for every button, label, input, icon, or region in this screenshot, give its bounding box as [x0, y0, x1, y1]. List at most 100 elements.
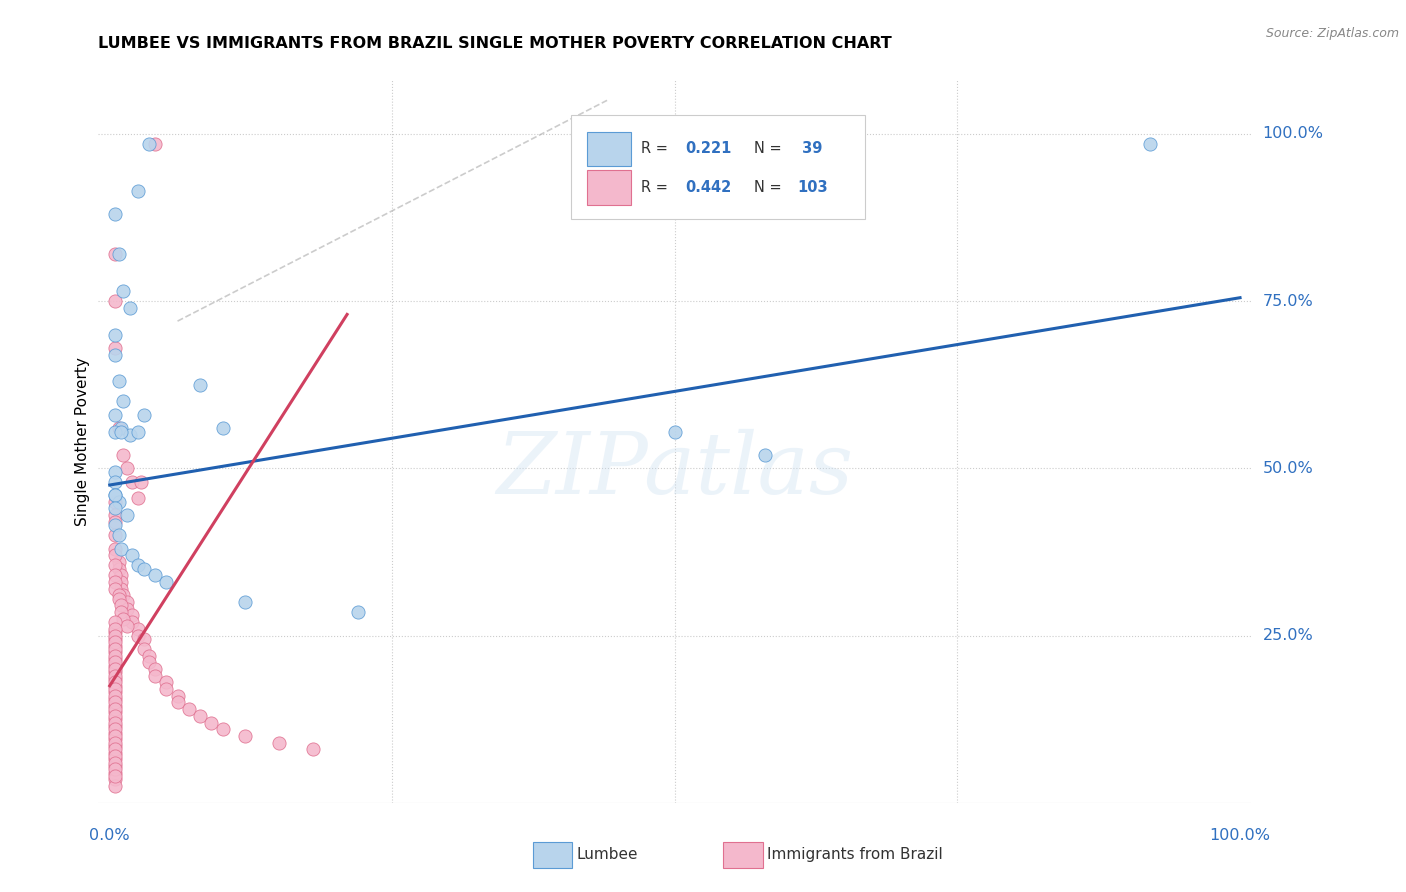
Point	[127, 491, 149, 506]
Point	[112, 284, 135, 298]
Point	[127, 628, 149, 642]
Point	[112, 394, 135, 409]
Point	[120, 301, 142, 315]
Point	[104, 639, 127, 653]
Point	[104, 756, 127, 770]
Point	[104, 528, 127, 542]
Point	[104, 625, 127, 640]
Point	[138, 655, 160, 669]
Point	[107, 375, 129, 389]
Point	[115, 602, 138, 616]
Point	[127, 558, 149, 573]
Point	[120, 427, 142, 442]
Point	[121, 615, 143, 630]
Point	[166, 696, 188, 710]
Point	[269, 735, 291, 749]
Text: 75.0%: 75.0%	[1263, 293, 1313, 309]
Point	[104, 645, 127, 659]
Point	[104, 742, 127, 756]
Point	[132, 408, 155, 422]
Point	[110, 582, 132, 596]
Text: Lumbee: Lumbee	[576, 847, 638, 863]
Text: Source: ZipAtlas.com: Source: ZipAtlas.com	[1265, 27, 1399, 40]
Point	[131, 475, 153, 489]
Text: 50.0%: 50.0%	[1263, 461, 1313, 475]
Point	[104, 327, 127, 342]
Point	[188, 377, 211, 392]
Point	[104, 665, 127, 680]
Point	[104, 348, 127, 362]
Point	[104, 712, 127, 726]
Point	[235, 729, 257, 743]
Point	[104, 207, 127, 221]
Text: 103: 103	[797, 179, 828, 194]
Point	[104, 475, 127, 489]
Point	[104, 494, 127, 508]
Point	[664, 425, 686, 439]
Text: LUMBEE VS IMMIGRANTS FROM BRAZIL SINGLE MOTHER POVERTY CORRELATION CHART: LUMBEE VS IMMIGRANTS FROM BRAZIL SINGLE …	[98, 36, 893, 51]
Point	[104, 642, 127, 657]
Point	[110, 605, 132, 619]
Point	[104, 725, 127, 739]
Point	[104, 425, 127, 439]
Point	[115, 595, 138, 609]
Point	[104, 675, 127, 690]
Point	[754, 448, 776, 462]
Point	[104, 247, 127, 261]
Point	[104, 689, 127, 703]
Point	[107, 589, 129, 603]
Point	[104, 759, 127, 773]
Point	[104, 779, 127, 793]
Point	[104, 765, 127, 780]
Point	[104, 669, 127, 683]
Point	[104, 582, 127, 596]
Point	[127, 622, 149, 636]
Point	[132, 632, 155, 646]
Point	[104, 692, 127, 706]
Point	[104, 518, 127, 533]
Point	[104, 652, 127, 666]
Point	[104, 575, 127, 590]
FancyBboxPatch shape	[571, 114, 865, 219]
Point	[110, 541, 132, 556]
Point	[104, 679, 127, 693]
Point	[104, 769, 127, 783]
Point	[155, 575, 177, 590]
FancyBboxPatch shape	[723, 842, 762, 868]
Point	[132, 642, 155, 657]
Point	[211, 421, 233, 435]
Point	[104, 655, 127, 669]
Point	[104, 681, 127, 696]
Text: 100.0%: 100.0%	[1263, 127, 1323, 141]
Point	[143, 136, 166, 151]
Point	[110, 575, 132, 590]
Point	[104, 508, 127, 523]
Point	[104, 541, 127, 556]
Text: 100.0%: 100.0%	[1209, 828, 1271, 843]
Point	[104, 662, 127, 676]
Point	[104, 739, 127, 753]
Point	[115, 618, 138, 632]
Point	[104, 658, 127, 673]
Point	[347, 605, 370, 619]
Text: 25.0%: 25.0%	[1263, 628, 1313, 643]
Point	[107, 591, 129, 606]
Point	[104, 615, 127, 630]
Y-axis label: Single Mother Poverty: Single Mother Poverty	[75, 357, 90, 526]
Point	[104, 762, 127, 776]
Point	[121, 608, 143, 623]
Point	[104, 408, 127, 422]
Point	[104, 341, 127, 355]
Point	[104, 685, 127, 699]
Point	[112, 448, 135, 462]
Text: N =: N =	[755, 179, 787, 194]
Text: 0.0%: 0.0%	[90, 828, 129, 843]
Point	[104, 706, 127, 720]
Point	[104, 501, 127, 516]
Point	[104, 749, 127, 764]
FancyBboxPatch shape	[588, 169, 631, 204]
Point	[104, 515, 127, 529]
Point	[104, 752, 127, 766]
Point	[166, 689, 188, 703]
Point	[200, 715, 222, 730]
